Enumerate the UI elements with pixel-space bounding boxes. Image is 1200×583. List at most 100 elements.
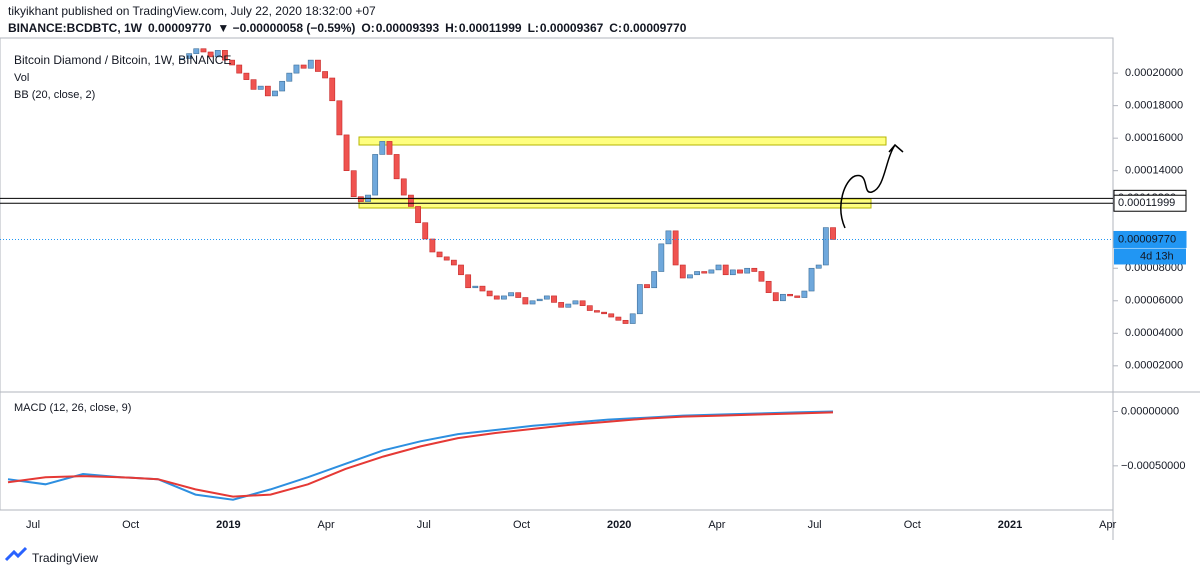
- candle-body: [415, 206, 421, 224]
- candle-body: [200, 48, 207, 53]
- indicator-legend: BB (20, close, 2): [14, 89, 95, 101]
- candle-body: [186, 53, 193, 59]
- candle-body: [644, 284, 650, 289]
- y-tick-label: 0.00020000: [1125, 67, 1183, 79]
- candle-body: [336, 100, 343, 136]
- candle-body: [830, 227, 836, 240]
- candle-body: [758, 271, 765, 282]
- macd-legend: MACD (12, 26, close, 9): [14, 402, 131, 414]
- candle-body: [522, 297, 529, 305]
- candle-body: [493, 295, 500, 300]
- x-tick-label: Apr: [708, 519, 725, 531]
- candle-body: [572, 300, 579, 305]
- candle-body: [486, 290, 493, 297]
- x-tick-label: Jul: [808, 519, 822, 531]
- candle-body: [264, 85, 271, 97]
- ticker-text: ▼ −0.00000058 (−0.59%): [217, 21, 355, 35]
- candle-body: [515, 292, 522, 298]
- candle-body: [422, 222, 429, 240]
- candle-body: [408, 194, 414, 207]
- candle-body: [801, 290, 808, 298]
- candle-body: [393, 154, 400, 180]
- candle-body: [243, 72, 250, 80]
- candle-body: [229, 59, 235, 66]
- y-tick-label: 0.00006000: [1125, 295, 1183, 307]
- price-pane: [179, 48, 836, 324]
- y-tick-label: 0.00004000: [1125, 327, 1183, 339]
- candle-body: [815, 264, 822, 269]
- candle-body: [222, 50, 228, 61]
- y-tick-label: 0.00014000: [1125, 165, 1183, 177]
- ticker-text: 0.00011999: [459, 21, 522, 35]
- candle-body: [751, 267, 758, 272]
- candle-body: [293, 64, 300, 74]
- indicator-legend: Vol: [14, 72, 29, 84]
- publisher: tikyikhant published on TradingView.com,…: [8, 4, 376, 18]
- macd-line: [7, 411, 834, 498]
- candle-body: [307, 59, 314, 69]
- candle-body: [508, 292, 514, 297]
- candle-body: [551, 295, 557, 303]
- candle-body: [250, 79, 257, 90]
- candle-body: [722, 264, 729, 276]
- candle-body: [272, 90, 278, 97]
- x-tick-label: Jul: [417, 519, 431, 531]
- candle-body: [708, 269, 715, 274]
- candle-body: [701, 271, 708, 274]
- x-tick-label: Apr: [318, 519, 335, 531]
- candle-body: [214, 50, 221, 58]
- candle-body: [565, 303, 572, 308]
- ticker-text: BINANCE:BCDBTC, 1W: [8, 21, 143, 35]
- tradingview-logo: TradingView: [4, 546, 98, 565]
- x-tick-label: Apr: [1099, 519, 1116, 531]
- candle-body: [443, 256, 450, 261]
- candle-body: [601, 311, 607, 315]
- ticker-text: L:: [528, 21, 539, 35]
- candle-body: [315, 59, 321, 72]
- candle-body: [529, 300, 536, 305]
- candle-body: [400, 178, 407, 196]
- countdown-box: [1114, 248, 1186, 265]
- candle-body: [179, 58, 185, 60]
- candle-body: [436, 251, 443, 258]
- candle-body: [579, 300, 586, 306]
- candle-body: [687, 274, 693, 279]
- ticker-text: C:: [609, 21, 622, 35]
- ticker-line: BINANCE:BCDBTC, 1W 0.00009770 ▼ −0.0000005…: [8, 21, 687, 35]
- ticker-text: H:: [445, 21, 458, 35]
- candle-body: [543, 295, 550, 300]
- candle-body: [300, 64, 307, 69]
- resistance-zone: [358, 136, 887, 146]
- candle-body: [450, 259, 457, 266]
- candle-body: [594, 310, 600, 313]
- candle-body: [465, 274, 472, 289]
- candle-body: [765, 280, 772, 293]
- hand-drawn-arrow: [840, 143, 904, 229]
- x-tick-label: 2019: [216, 519, 240, 531]
- candle-body: [808, 267, 815, 292]
- candle-body: [536, 298, 543, 302]
- candle-body: [586, 305, 593, 311]
- candle-body: [501, 295, 507, 300]
- y-tick-label: −0.00050000: [1121, 460, 1186, 472]
- candle-body: [780, 293, 786, 302]
- x-tick-label: 2020: [607, 519, 631, 531]
- candle-body: [236, 64, 243, 74]
- candle-body: [558, 302, 565, 308]
- candle-body: [672, 230, 679, 266]
- candle-body: [257, 85, 264, 90]
- candle-body: [343, 134, 350, 171]
- y-tick-label: 0.00000000: [1121, 405, 1179, 417]
- y-tick-label: 0.00008000: [1125, 262, 1183, 274]
- candle-body: [193, 48, 200, 54]
- candle-body: [379, 141, 386, 155]
- x-tick-label: Oct: [122, 519, 139, 531]
- candle-body: [622, 319, 629, 324]
- y-tick-label: 0.00002000: [1125, 360, 1183, 372]
- candle-body: [479, 285, 486, 292]
- candle-body: [822, 227, 829, 266]
- candle-body: [615, 316, 622, 321]
- candle-body: [372, 154, 379, 196]
- candle-body: [458, 264, 464, 276]
